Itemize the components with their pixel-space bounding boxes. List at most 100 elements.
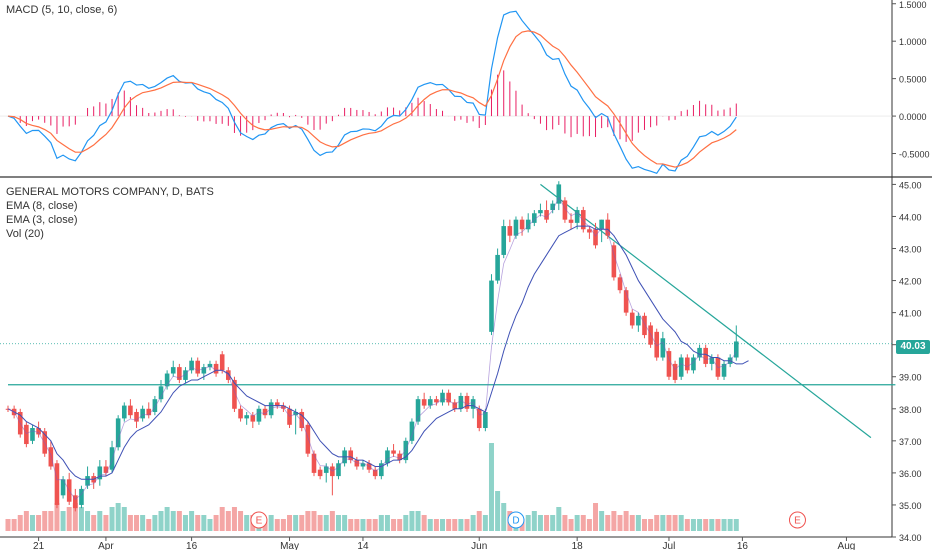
volume-bar [660, 515, 666, 531]
volume-bar [207, 519, 213, 531]
volume-bar [501, 503, 507, 531]
volume-bar [586, 519, 592, 531]
time-tick-label: 21 [33, 541, 45, 550]
candle-body [538, 210, 543, 214]
macd-layer [0, 10, 892, 175]
volume-bar [666, 515, 672, 531]
volume-bar [342, 515, 348, 531]
candle-body [281, 405, 286, 409]
volume-bar [201, 515, 207, 531]
candle-body [360, 463, 366, 467]
event-marker [788, 511, 806, 529]
volume-bar [5, 519, 11, 531]
candle-body [629, 312, 635, 326]
volume-bar [525, 515, 531, 531]
candle-body [336, 463, 341, 477]
candle-body [30, 428, 35, 441]
candle-body [293, 411, 298, 416]
event-label: D [512, 516, 519, 527]
candle-body [24, 424, 29, 445]
candle-body [48, 447, 54, 467]
candle-body [195, 360, 201, 374]
volume-bar [684, 519, 690, 531]
candle-body [403, 440, 409, 461]
volume-bar [641, 519, 647, 531]
volume-bar [384, 515, 390, 531]
candle-body [697, 347, 702, 358]
time-tick-label: 16 [737, 541, 749, 550]
volume-bar [97, 511, 103, 531]
candle-body [525, 219, 531, 230]
candle-body [446, 392, 451, 403]
candle-body [115, 418, 121, 448]
volume-bar [195, 515, 201, 531]
volume-bar [329, 511, 335, 531]
volume-bar [629, 515, 635, 531]
macd-tick-label: 1.0000 [899, 37, 927, 47]
volume-bar [452, 519, 458, 531]
candle-body [452, 402, 458, 409]
grid-layer [0, 0, 932, 538]
candle-body [721, 363, 727, 377]
candle-body [489, 280, 494, 332]
candle-body [415, 399, 421, 422]
price-tick-label: 43.00 [899, 245, 922, 255]
volume-bar [678, 515, 684, 531]
candle-body [201, 367, 207, 374]
time-tick-label: Aug [838, 541, 856, 550]
volume-bar [103, 515, 109, 531]
candle-body [611, 245, 617, 278]
event-label: E [794, 516, 801, 527]
candle-body [287, 408, 292, 425]
volume-bar [238, 511, 244, 531]
main-legend: GENERAL MOTORS COMPANY, D, BATS EMA (8, … [6, 185, 214, 241]
candle-body [348, 450, 354, 461]
ema3-line [7, 196, 737, 500]
macd-line [7, 10, 737, 175]
candle-body [580, 210, 586, 230]
volume-bar [146, 519, 152, 531]
volume-bar [29, 515, 35, 531]
volume-bar [152, 515, 158, 531]
ema-layer [7, 196, 749, 500]
macd-title: MACD (5, 10, close, 6) [6, 4, 118, 16]
volume-bar [617, 515, 623, 531]
candle-body [636, 315, 641, 326]
volume-bar [611, 511, 617, 531]
time-tick-label: Jun [471, 541, 487, 550]
candle-body [54, 463, 60, 505]
candle-body [146, 408, 152, 416]
event-marker [507, 511, 525, 529]
axis-layer: 45.0044.0043.0042.0041.0040.0039.0038.00… [33, 0, 929, 550]
volume-bar [317, 515, 323, 531]
candle-body [244, 415, 249, 419]
volume-bar [403, 515, 409, 531]
volume-bar [421, 515, 427, 531]
candle-body [421, 399, 427, 406]
volume-bar [550, 515, 556, 531]
volume-bar [488, 443, 494, 531]
volume-bar [623, 511, 629, 531]
volume-bar [733, 519, 739, 531]
candle-body [691, 357, 696, 371]
volume-bar [470, 515, 476, 531]
candle-body [476, 408, 482, 429]
volume-bar [109, 507, 115, 531]
candle-body [678, 357, 684, 377]
candle-body [672, 363, 678, 380]
volume-bar [164, 507, 170, 531]
volume-bar [23, 511, 29, 531]
time-tick-label: Jul [663, 541, 676, 550]
candle-body [109, 447, 115, 470]
volume-bar [66, 507, 72, 531]
price-tick-label: 38.00 [899, 405, 922, 415]
macd-tick-label: -0.5000 [899, 150, 930, 160]
macd-tick-label: 1.5000 [899, 0, 927, 10]
volume-bar [323, 515, 329, 531]
candle-body [238, 408, 243, 419]
volume-layer [5, 443, 739, 531]
volume-bar [635, 515, 641, 531]
candle-body [262, 408, 268, 416]
candle-body [60, 479, 66, 496]
volume-bar [127, 515, 133, 531]
